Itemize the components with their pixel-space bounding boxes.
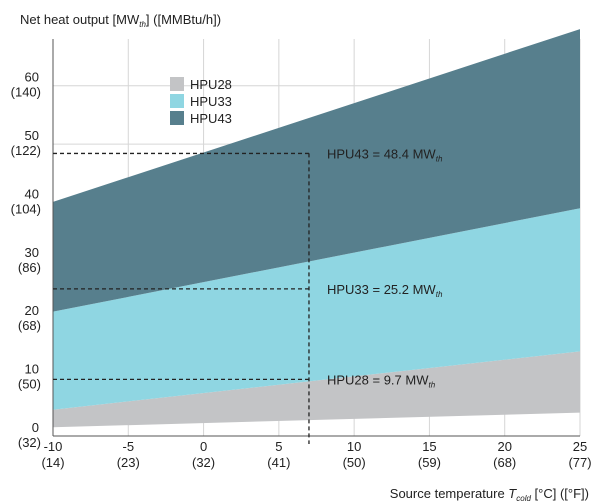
x-tick-label: -10 (44, 439, 63, 454)
legend-swatch-hpu33 (170, 94, 184, 108)
legend-swatch-hpu43 (170, 111, 184, 125)
y-axis-label: Net heat output [MWth] ([MMBtu/h]) (20, 12, 221, 29)
area-hpu43 (53, 29, 580, 312)
y-tick-label: 20 (25, 303, 39, 318)
x-tick-label: 25 (573, 439, 587, 454)
x-tick-sublabel: (14) (41, 455, 64, 470)
legend-label-hpu33: HPU33 (190, 94, 232, 109)
y-tick-sublabel: (32) (18, 435, 41, 450)
x-tick-label: 20 (497, 439, 511, 454)
y-tick-sublabel: (50) (18, 377, 41, 392)
y-tick-sublabel: (68) (18, 318, 41, 333)
x-tick-sublabel: (59) (418, 455, 441, 470)
x-tick-label: 15 (422, 439, 436, 454)
legend-label-hpu28: HPU28 (190, 77, 232, 92)
y-tick-sublabel: (140) (11, 85, 41, 100)
y-tick-sublabel: (86) (18, 260, 41, 275)
x-tick-sublabel: (77) (568, 455, 591, 470)
y-tick-label: 50 (25, 128, 39, 143)
area-hpu28 (53, 351, 580, 428)
legend-swatch-hpu28 (170, 77, 184, 91)
x-tick-sublabel: (41) (267, 455, 290, 470)
area-hpu33 (53, 208, 580, 410)
legend-label-hpu43: HPU43 (190, 111, 232, 126)
x-tick-label: 5 (275, 439, 282, 454)
reference-label: HPU28 = 9.7 MWth (327, 372, 436, 389)
y-tick-label: 40 (25, 186, 39, 201)
x-axis-label: Source temperature Tcold [°C] ([°F]) (390, 486, 589, 503)
x-tick-label: 0 (200, 439, 207, 454)
y-tick-label: 60 (25, 70, 39, 85)
x-tick-sublabel: (23) (117, 455, 140, 470)
y-tick-label: 10 (25, 362, 39, 377)
reference-label: HPU43 = 48.4 MWth (327, 146, 443, 163)
x-tick-sublabel: (50) (343, 455, 366, 470)
x-tick-sublabel: (32) (192, 455, 215, 470)
plot-area: 0(32)10(50)20(68)30(86)40(104)50(122)60(… (11, 29, 592, 470)
y-tick-label: 0 (32, 420, 39, 435)
y-tick-sublabel: (104) (11, 201, 41, 216)
x-tick-label: -5 (123, 439, 135, 454)
y-tick-sublabel: (122) (11, 143, 41, 158)
x-tick-sublabel: (68) (493, 455, 516, 470)
x-tick-label: 10 (347, 439, 361, 454)
y-tick-label: 30 (25, 245, 39, 260)
reference-label: HPU33 = 25.2 MWth (327, 282, 443, 299)
